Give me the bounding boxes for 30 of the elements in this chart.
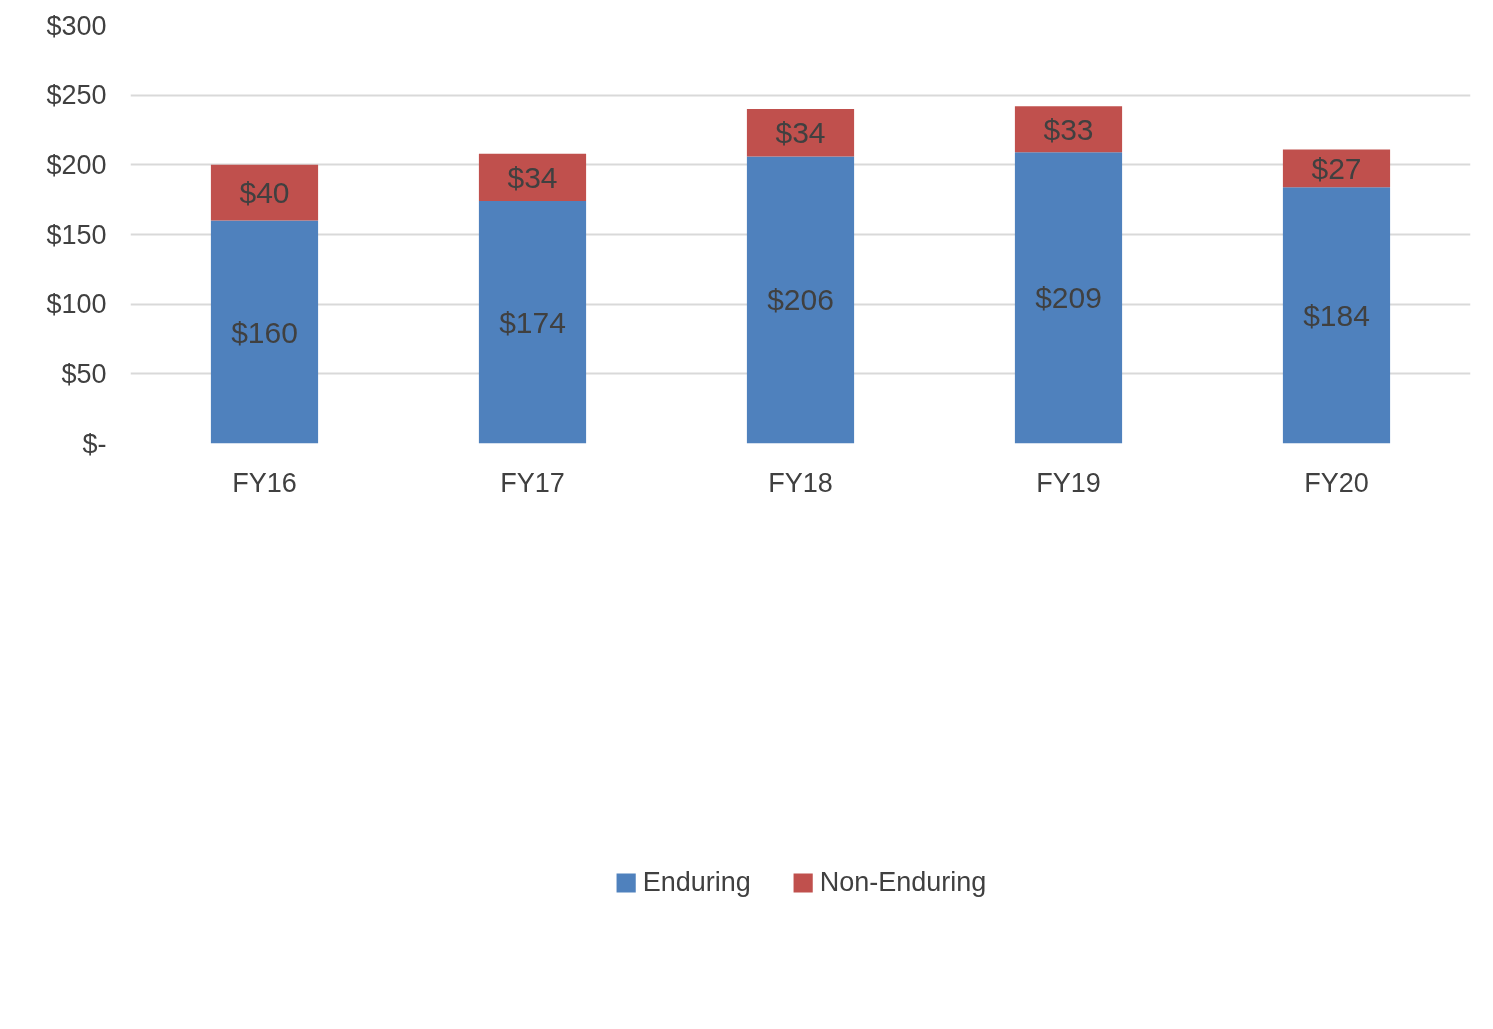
y-tick-label: $150 (46, 219, 107, 250)
data-label: $206 (767, 283, 834, 317)
y-tick-label: $200 (46, 149, 107, 180)
data-label: $209 (1035, 281, 1102, 315)
x-tick-label: FY18 (768, 467, 833, 498)
bar (1014, 152, 1123, 444)
x-tick-label: FY20 (1304, 467, 1369, 498)
data-label: $184 (1303, 298, 1370, 332)
bar (1282, 187, 1391, 444)
y-tick-label: $50 (61, 358, 107, 389)
x-tick-label: FY17 (500, 467, 565, 498)
data-label: $34 (507, 160, 558, 194)
x-tick-label: FY16 (232, 467, 297, 498)
data-label: $174 (499, 305, 566, 339)
x-tick-label: FY19 (1036, 467, 1101, 498)
data-label: $160 (231, 315, 298, 349)
bar (478, 201, 587, 444)
legend-label: Non-Enduring (819, 866, 987, 898)
legend-label: Enduring (642, 866, 751, 898)
data-label: $34 (775, 116, 826, 150)
y-tick-label: $100 (46, 289, 107, 320)
bar (210, 220, 319, 444)
data-label: $33 (1043, 112, 1094, 146)
bar (210, 164, 319, 221)
y-tick-label: $250 (46, 80, 107, 111)
y-tick-label: $- (82, 428, 107, 459)
bar (746, 156, 855, 444)
data-label: $40 (239, 176, 290, 210)
data-label: $27 (1311, 151, 1362, 185)
y-tick-label: $300 (46, 10, 107, 41)
